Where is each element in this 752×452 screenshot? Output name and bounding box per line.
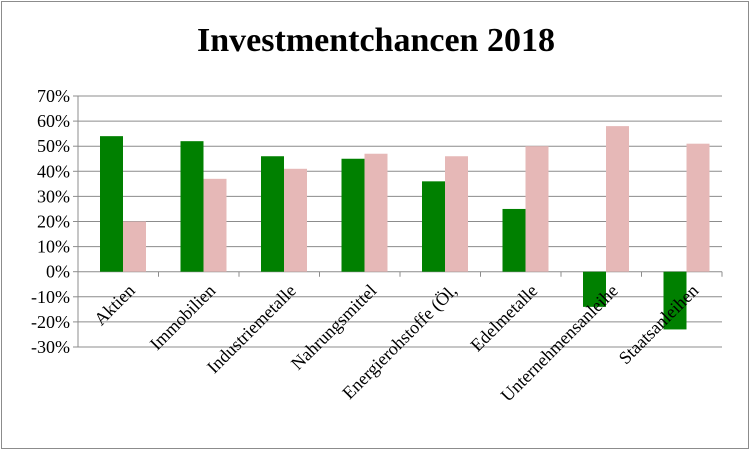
bar-series-2-6 xyxy=(606,126,629,272)
y-tick-label: -30% xyxy=(31,337,70,357)
y-tick-label: 20% xyxy=(37,212,70,232)
x-category-label: Staatsanleihen xyxy=(615,280,703,368)
bar-series-2-5 xyxy=(525,146,549,272)
x-category-label: Edelmetalle xyxy=(466,280,541,355)
bar-series-2-0 xyxy=(123,221,146,272)
bar-series-1-7 xyxy=(663,271,687,330)
x-category-label: Immobilien xyxy=(146,280,220,354)
bar-series-2-4 xyxy=(445,156,468,272)
bar-series-2-2 xyxy=(284,168,307,272)
y-tick-label: -10% xyxy=(31,287,70,307)
bar-series-1-5 xyxy=(502,208,526,272)
y-tick-label: -20% xyxy=(31,312,70,332)
bar-series-1-1 xyxy=(180,141,204,272)
bar-series-1-2 xyxy=(261,156,284,272)
y-tick-label: 40% xyxy=(37,161,70,181)
y-tick-label: 10% xyxy=(37,237,70,257)
chart-title: Investmentchancen 2018 xyxy=(197,22,555,59)
y-tick-label: 30% xyxy=(37,186,70,206)
y-tick-label: 0% xyxy=(46,262,70,282)
bar-series-1-0 xyxy=(100,136,123,272)
y-tick-label: 50% xyxy=(37,136,70,156)
bar-series-1-6 xyxy=(583,271,606,307)
y-tick-label: 60% xyxy=(37,111,70,131)
bar-series-1-3 xyxy=(341,158,365,272)
y-tick-label: 70% xyxy=(37,86,70,106)
bar-series-2-3 xyxy=(364,153,388,272)
bar-series-1-4 xyxy=(422,181,445,272)
bar-series-2-7 xyxy=(686,143,710,272)
bar-series-2-1 xyxy=(203,178,227,272)
